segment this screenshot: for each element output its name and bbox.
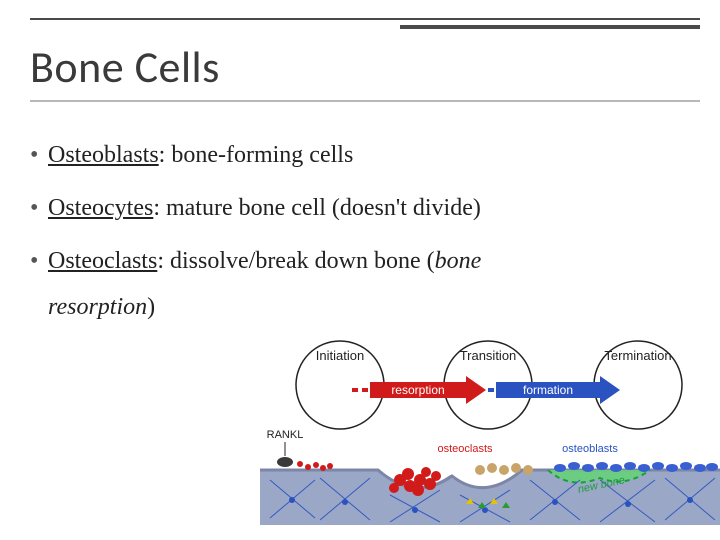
closing-paren: ) (147, 294, 155, 320)
diagram-svg: Initiation Transition Termination resorp… (260, 330, 720, 525)
bullet-dot-icon: • (30, 138, 48, 173)
bullet-text: Osteoclasts: dissolve/break down bone (b… (48, 244, 481, 279)
bullet-text: Osteocytes: mature bone cell (doesn't di… (48, 191, 481, 226)
slide: Bone Cells • Osteoblasts: bone-forming c… (0, 0, 720, 540)
arrow-resorption: resorption (370, 376, 486, 404)
term-osteocytes: Osteocytes (48, 195, 153, 221)
header-rule-top (30, 18, 700, 20)
phase-circles: Initiation Transition Termination (296, 341, 682, 429)
bullet-dot-icon: • (30, 191, 48, 226)
bullet-rest: : dissolve/break down bone ( (157, 248, 434, 274)
label-osteoblasts: osteoblasts (562, 443, 618, 455)
bullet-3: • Osteoclasts: dissolve/break down bone … (30, 244, 690, 279)
label-initiation: Initiation (316, 348, 364, 363)
bullet-1: • Osteoblasts: bone-forming cells (30, 138, 690, 173)
bullet-2: • Osteocytes: mature bone cell (doesn't … (30, 191, 690, 226)
label-osteoclasts: osteoclasts (437, 443, 493, 455)
label-termination: Termination (604, 348, 671, 363)
title-underline (30, 100, 700, 102)
header-rule-bottom (400, 25, 700, 29)
arrow-formation: formation (496, 376, 620, 404)
osteoblasts-early (475, 463, 533, 475)
label-rankl: RANKL (267, 429, 304, 441)
italic-bone: bone (435, 248, 482, 274)
bone-matrix (260, 470, 720, 525)
term-osteoblasts: Osteoblasts (48, 142, 159, 168)
label-transition: Transition (460, 348, 517, 363)
slide-title: Bone Cells (30, 40, 220, 94)
arrow-resorption-label: resorption (391, 383, 444, 397)
term-osteoclasts: Osteoclasts (48, 248, 157, 274)
bullet-dot-icon: • (30, 244, 48, 279)
bullet-rest: : mature bone cell (doesn't divide) (153, 195, 481, 221)
bullet-text: Osteoblasts: bone-forming cells (48, 138, 353, 173)
rankl-group: RANKL (267, 429, 333, 471)
italic-resorption: resorption (48, 294, 147, 320)
bullet-rest: : bone-forming cells (159, 142, 354, 168)
bullet-3-continuation: resorption) (48, 290, 690, 325)
content-area: • Osteoblasts: bone-forming cells • Oste… (30, 120, 690, 325)
remodeling-diagram: Initiation Transition Termination resorp… (260, 330, 720, 525)
arrow-formation-label: formation (523, 383, 573, 397)
header-rule-group (30, 18, 700, 32)
